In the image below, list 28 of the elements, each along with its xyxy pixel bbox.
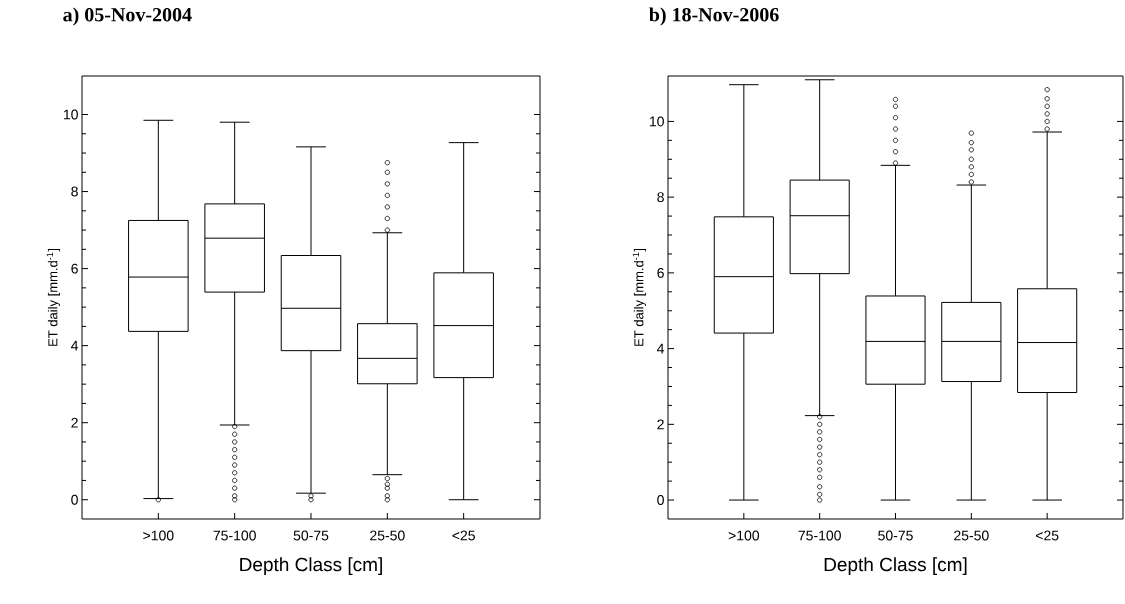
y-axis-title: ET daily [mm.d$^{-1}$] xyxy=(632,248,647,346)
x-tick-label: <25 xyxy=(452,530,475,541)
x-tick-label: >100 xyxy=(143,530,174,541)
x-tick-label: 75-100 xyxy=(798,530,841,541)
chart-title: b) 18-Nov-2006 xyxy=(649,7,779,26)
y-tick-label: 8 xyxy=(657,192,664,203)
y-tick-label: 0 xyxy=(657,495,664,506)
chart-title: a) 05-Nov-2004 xyxy=(63,7,192,26)
x-tick-label: <25 xyxy=(1035,530,1059,541)
y-tick-label: 10 xyxy=(63,109,78,120)
y-tick-label: 4 xyxy=(71,340,79,351)
y-tick-label: 2 xyxy=(657,419,664,430)
y-tick-label: 10 xyxy=(649,116,664,127)
x-tick-label: 25-50 xyxy=(370,530,405,541)
y-tick-label: 4 xyxy=(657,343,665,354)
y-tick-label: 0 xyxy=(71,494,78,505)
x-tick-label: 50-75 xyxy=(878,530,913,541)
x-tick-label: 75-100 xyxy=(213,530,256,541)
y-axis-title: ET daily [mm.d$^{-1}$] xyxy=(46,248,61,346)
x-tick-label: 50-75 xyxy=(293,530,329,541)
x-axis-title: Depth Class [cm] xyxy=(824,557,967,575)
x-tick-label: 25-50 xyxy=(954,530,989,541)
y-tick-label: 2 xyxy=(71,417,78,428)
y-tick-label: 6 xyxy=(657,267,664,278)
y-tick-label: 6 xyxy=(71,263,78,274)
x-axis-title: Depth Class [cm] xyxy=(240,557,382,575)
y-tick-label: 8 xyxy=(71,186,78,197)
x-tick-label: >100 xyxy=(728,530,760,541)
